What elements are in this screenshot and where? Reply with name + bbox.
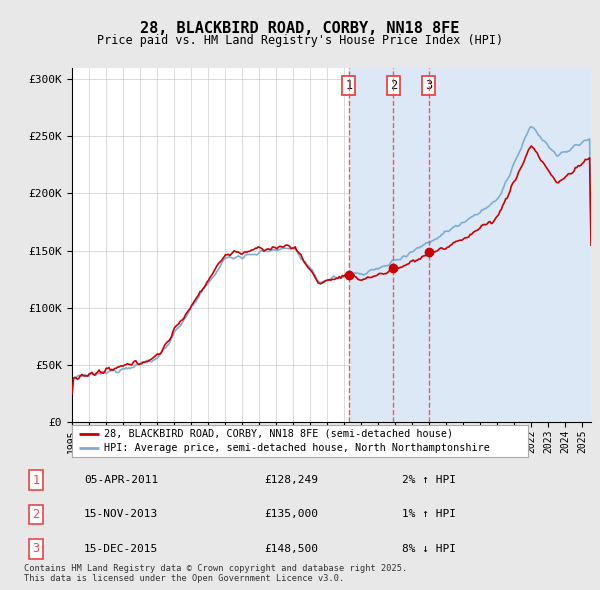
Text: 2% ↑ HPI: 2% ↑ HPI <box>402 476 456 485</box>
Text: HPI: Average price, semi-detached house, North Northamptonshire: HPI: Average price, semi-detached house,… <box>104 443 490 453</box>
Text: 28, BLACKBIRD ROAD, CORBY, NN18 8FE (semi-detached house): 28, BLACKBIRD ROAD, CORBY, NN18 8FE (sem… <box>104 429 453 439</box>
Text: 3: 3 <box>32 542 40 555</box>
Text: 1: 1 <box>32 474 40 487</box>
Text: 15-DEC-2015: 15-DEC-2015 <box>84 544 158 553</box>
Text: £128,249: £128,249 <box>264 476 318 485</box>
Text: 1% ↑ HPI: 1% ↑ HPI <box>402 510 456 519</box>
Text: 1: 1 <box>345 79 352 92</box>
Text: Contains HM Land Registry data © Crown copyright and database right 2025.
This d: Contains HM Land Registry data © Crown c… <box>24 563 407 583</box>
Text: 2: 2 <box>390 79 397 92</box>
Text: 3: 3 <box>425 79 432 92</box>
Text: 8% ↓ HPI: 8% ↓ HPI <box>402 544 456 553</box>
Text: Price paid vs. HM Land Registry's House Price Index (HPI): Price paid vs. HM Land Registry's House … <box>97 34 503 47</box>
Text: £135,000: £135,000 <box>264 510 318 519</box>
Text: 2: 2 <box>32 508 40 521</box>
Text: 28, BLACKBIRD ROAD, CORBY, NN18 8FE: 28, BLACKBIRD ROAD, CORBY, NN18 8FE <box>140 21 460 35</box>
Text: 15-NOV-2013: 15-NOV-2013 <box>84 510 158 519</box>
Text: 05-APR-2011: 05-APR-2011 <box>84 476 158 485</box>
Text: £148,500: £148,500 <box>264 544 318 553</box>
Bar <box>349 68 591 422</box>
